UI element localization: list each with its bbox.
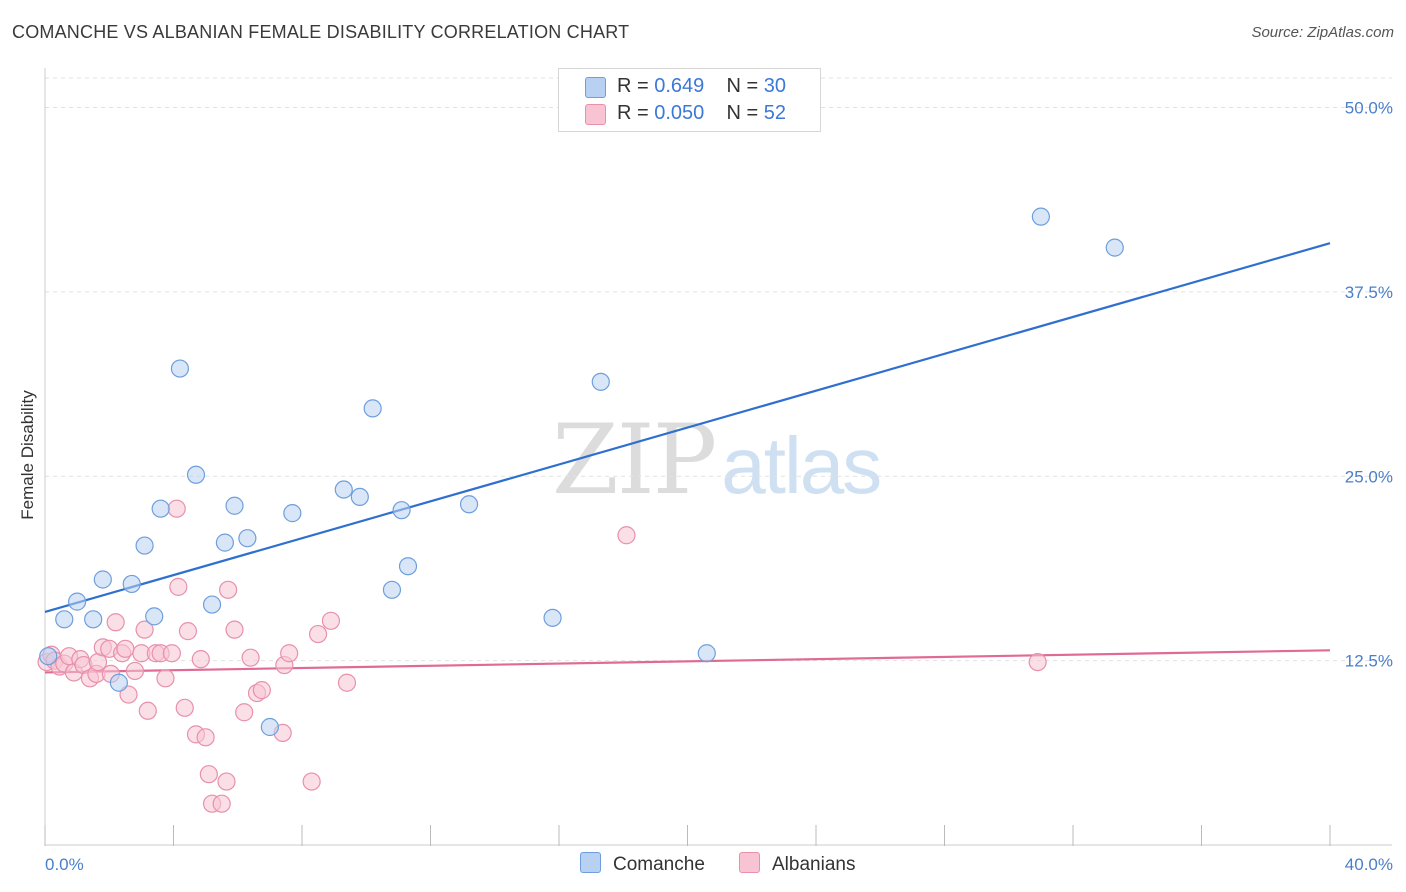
albanian-point — [156, 669, 175, 688]
comanche-point — [151, 499, 170, 518]
albanian-point — [178, 622, 198, 641]
albanian-point — [321, 611, 341, 630]
albanian-point — [241, 648, 260, 667]
albanian-point — [167, 499, 186, 518]
albanian-point — [135, 620, 154, 639]
legend-n-label: N = — [726, 102, 759, 124]
comanche-point — [350, 487, 369, 506]
legend-n-label: N = — [726, 75, 759, 97]
comanche-point — [39, 647, 58, 666]
comanche-point — [543, 608, 562, 627]
albanian-point — [252, 681, 271, 700]
comanche-swatch — [585, 77, 606, 98]
series-name-comanche: Comanche — [613, 854, 705, 875]
axes — [44, 68, 1392, 846]
albanian-point — [1028, 652, 1047, 672]
comanche-point — [186, 465, 206, 484]
comanche-point — [109, 673, 128, 692]
comanche-point — [55, 610, 74, 629]
gridlines — [45, 77, 1392, 662]
comanche-point — [145, 607, 164, 626]
watermark: ZIPatlas — [552, 404, 882, 516]
albanian-point — [302, 772, 321, 791]
comanche-point — [459, 495, 479, 514]
albanian-point — [119, 685, 138, 704]
legend-n-value: 52 — [763, 102, 787, 124]
comanche-point — [93, 570, 112, 589]
stats-legend: R = 0.649 N = 30 R = 0.050 N = 52 — [558, 68, 821, 132]
watermark-atlas: atlas — [721, 421, 882, 510]
comanche-point — [215, 533, 234, 552]
albanian-point — [138, 701, 157, 720]
series-name-albanians: Albanians — [772, 854, 856, 875]
comanche-point — [392, 501, 411, 520]
watermark-zip: ZIP — [552, 404, 717, 516]
x-tick-label: 0.0% — [45, 855, 84, 874]
albanian-point — [175, 698, 194, 717]
albanian-point — [199, 765, 218, 784]
albanian-trend-line — [44, 649, 1331, 674]
legend-r-label: R = — [617, 75, 649, 97]
comanche-point — [202, 595, 222, 614]
albanian-point — [308, 624, 328, 644]
comanche-point — [398, 557, 418, 576]
albanian-point — [235, 703, 254, 722]
albanian-point — [162, 644, 181, 663]
y-tick-label: 50.0% — [1345, 99, 1393, 118]
albanian-point — [337, 673, 357, 692]
legend-r-value: 0.649 — [654, 75, 705, 97]
albanian-point — [169, 577, 188, 596]
comanche-point — [68, 592, 87, 611]
albanian-point — [617, 526, 636, 545]
data-points — [37, 207, 1124, 813]
comanche-point — [334, 480, 353, 499]
albanian-swatch — [585, 104, 606, 125]
comanche-point — [170, 359, 190, 378]
albanian-point — [106, 613, 125, 632]
bottom-legend-albanians: Albanians — [739, 852, 855, 876]
comanche-point — [1031, 207, 1050, 226]
legend-r-label: R = — [617, 102, 649, 124]
source-label: Source: ZipAtlas.com — [1251, 24, 1394, 41]
albanian-point — [219, 580, 238, 599]
chart-title: COMANCHE VS ALBANIAN FEMALE DISABILITY C… — [12, 22, 630, 42]
comanche-point — [238, 529, 257, 548]
comanche-point — [135, 536, 154, 555]
albanian-point — [125, 661, 145, 681]
albanian-point — [196, 728, 215, 747]
albanian-point — [225, 620, 244, 639]
albanian-swatch — [739, 852, 760, 873]
y-tick-label: 25.0% — [1345, 467, 1393, 486]
comanche-point — [260, 717, 279, 737]
x-tick-label: 40.0% — [1345, 855, 1393, 874]
albanian-point — [191, 650, 210, 669]
comanche-point — [283, 504, 302, 523]
albanian-point — [212, 794, 231, 813]
y-tick-label: 37.5% — [1345, 283, 1393, 302]
bottom-legend-comanche: Comanche — [580, 852, 705, 876]
legend-n-value: 30 — [763, 75, 787, 97]
comanche-trend-line — [44, 242, 1331, 614]
trend-lines — [44, 242, 1331, 674]
tick-labels: 12.5% 25.0% 37.5% 50.0% 0.0% 40.0% — [45, 99, 1393, 875]
legend-r-value: 0.050 — [654, 102, 705, 124]
comanche-point — [697, 644, 716, 663]
y-tick-label: 12.5% — [1345, 652, 1393, 671]
albanian-point — [116, 639, 135, 658]
comanche-point — [122, 574, 141, 594]
comanche-point — [1105, 238, 1124, 257]
comanche-point — [363, 399, 382, 418]
comanche-point — [591, 372, 610, 391]
comanche-point — [382, 580, 402, 599]
albanian-point — [217, 772, 236, 791]
albanian-point — [280, 644, 299, 663]
comanche-swatch — [580, 852, 601, 873]
comanche-point — [225, 496, 244, 515]
comanche-point — [84, 610, 103, 629]
